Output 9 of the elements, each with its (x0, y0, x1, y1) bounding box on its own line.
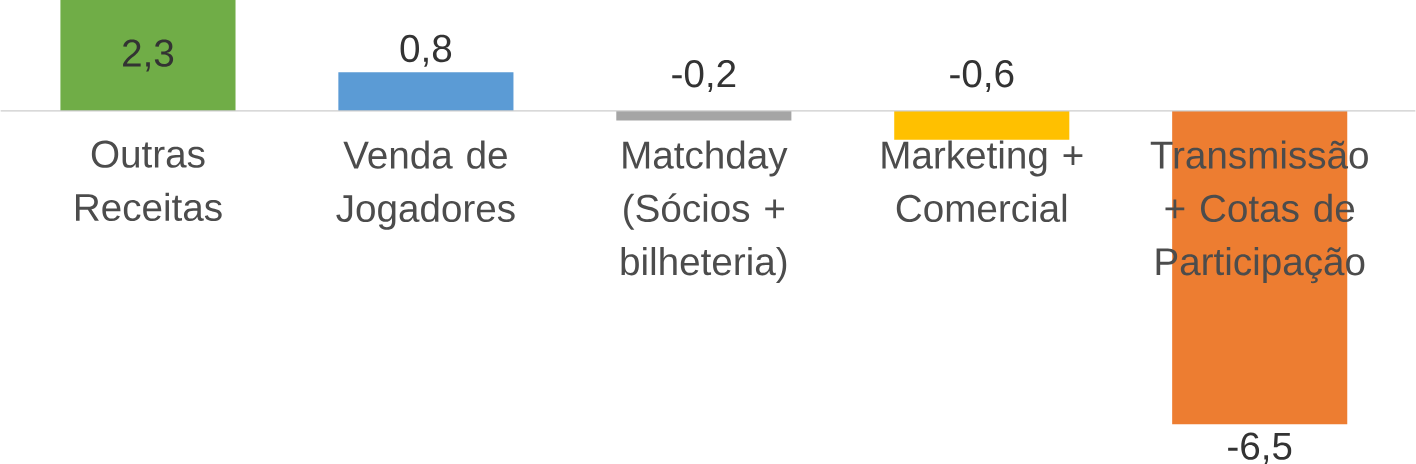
x-tick-label: Venda de Jogadores (336, 140, 515, 230)
x-tick-label: Outras Receitas (76, 140, 222, 221)
x-tick-label: Marketing + Comercial (882, 140, 1083, 222)
data-label: 2,3 (123, 39, 174, 72)
data-label: -0,6 (950, 59, 1014, 92)
x-tick-label: Matchday (Sócios + bilheteria) (621, 140, 788, 283)
data-label: -0,2 (672, 59, 736, 92)
data-label: 0,8 (400, 34, 452, 67)
data-label: -6,5 (1228, 432, 1292, 464)
